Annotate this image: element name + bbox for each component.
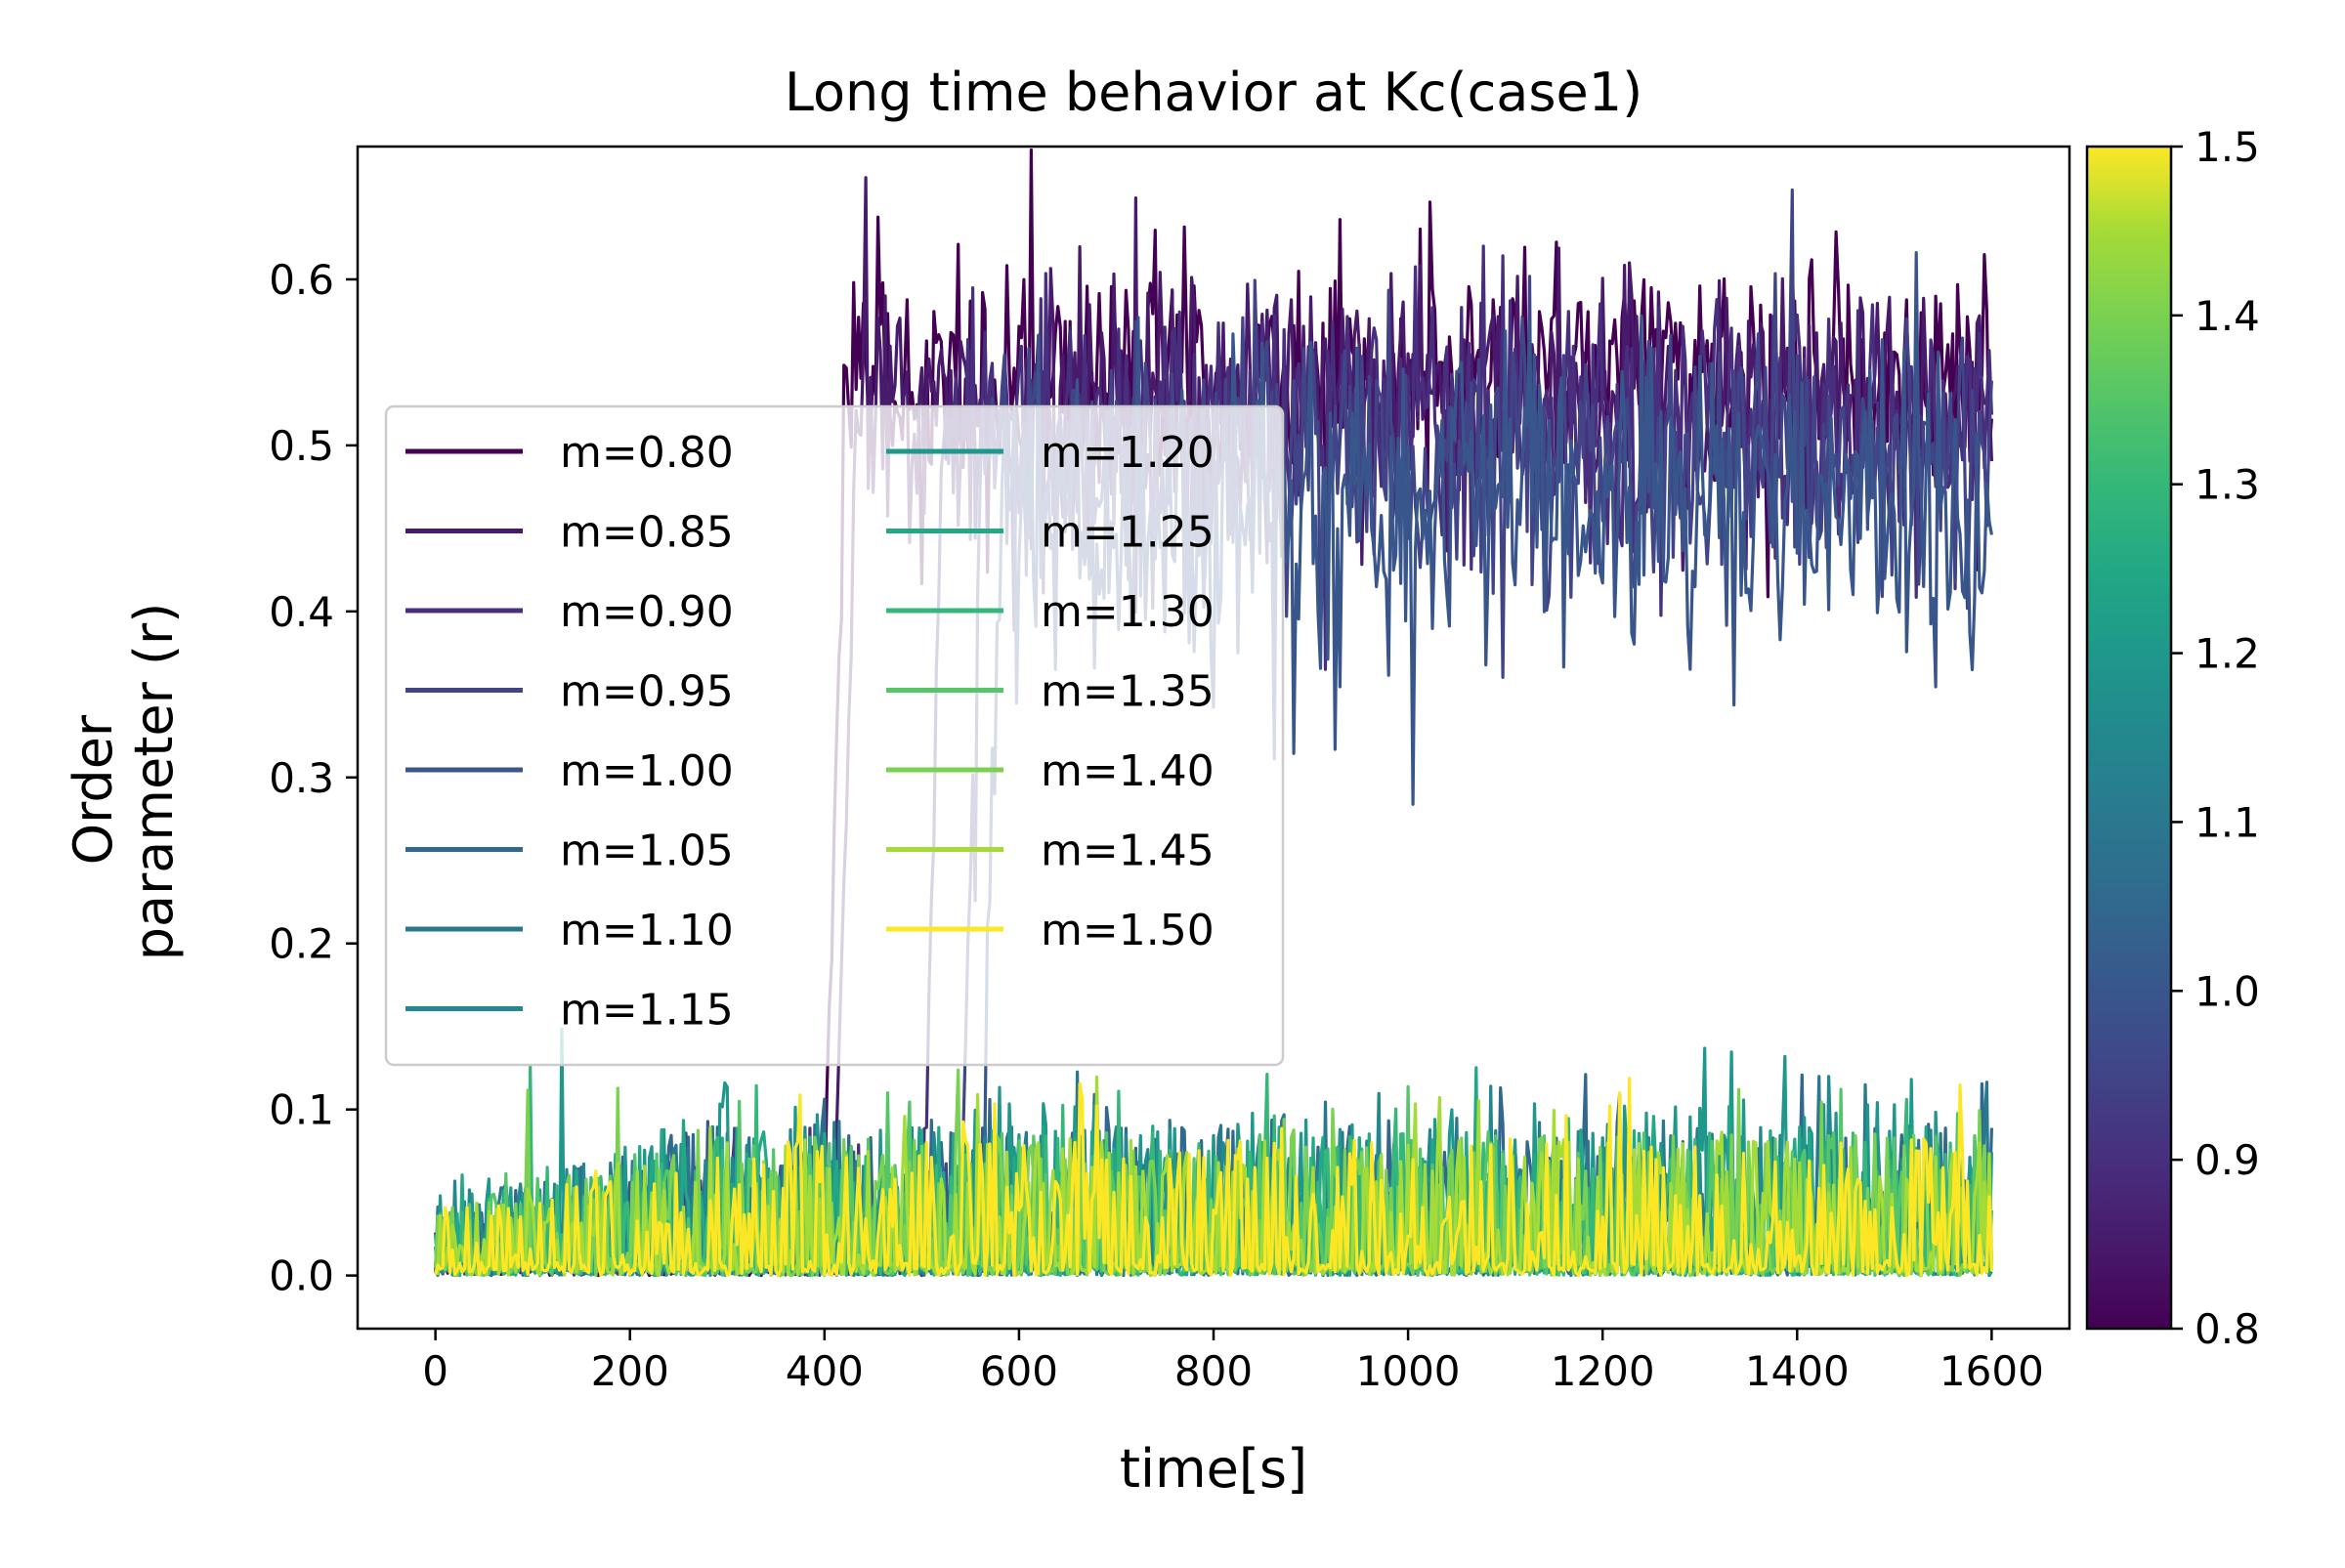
legend-entry-label: m=1.40 [1041,746,1215,796]
legend-entry-label: m=1.05 [560,826,734,876]
x-tick-label: 1200 [1551,1347,1655,1395]
y-tick-label: 0.2 [269,920,334,968]
colorbar-tick-label: 1.4 [2195,292,2260,340]
legend-entry-label: m=1.15 [560,986,734,1036]
y-axis: 0.0 0.1 0.2 0.3 0.4 0.5 0.6 [269,256,358,1300]
colorbar-tick-label: 1.2 [2195,630,2260,678]
x-tick-label: 1400 [1745,1347,1850,1395]
y-tick-label: 0.1 [269,1086,334,1134]
y-axis-label: Order parameter (r) [63,603,185,961]
y-tick-label: 0.3 [269,754,334,802]
colorbar-tick-label: 1.0 [2195,967,2260,1015]
legend-entry-label: m=1.50 [1041,906,1215,955]
x-tick-label: 1600 [1940,1347,2044,1395]
x-tick-label: 400 [786,1347,864,1395]
x-axis: 0 200 400 600 800 1000 1200 1400 1600 [422,1329,2044,1395]
legend-entry-label: m=1.25 [1041,508,1215,558]
colorbar-tick-label: 1.3 [2195,461,2260,509]
colorbar-tick-label: 0.9 [2195,1136,2260,1184]
y-tick-label: 0.4 [269,588,334,636]
legend-box [384,404,1285,1067]
y-axis-label-line-1: Order [63,714,124,865]
x-tick-label: 600 [980,1347,1058,1395]
legend-entry-label: m=0.85 [560,508,734,558]
chart-title: Long time behavior at Kc(case1) [785,62,1642,123]
legend-entry-label: m=1.20 [1041,428,1215,478]
legend-entry-label: m=1.00 [560,746,734,796]
legend-entry-label: m=1.10 [560,906,734,955]
legend-entry-label: m=1.45 [1041,826,1215,876]
series-line-m-1-50 [434,1077,1993,1278]
y-tick-label: 0.0 [269,1252,334,1300]
legend-entry-label: m=1.35 [1041,667,1215,717]
y-tick-label: 0.5 [269,422,334,470]
y-tick-label: 0.6 [269,256,334,304]
legend-entry-label: m=0.95 [560,667,734,717]
legend: m=0.80 m=0.85 m=0.90 m=0.95 m=1.00 m=1.05 m=1.… [384,404,1285,1067]
x-tick-label: 200 [591,1347,669,1395]
colorbar-gradient [2085,145,2173,1331]
legend-entry-label: m=1.30 [1041,587,1215,637]
x-axis-label: time[s] [1120,1438,1307,1500]
x-tick-label: 800 [1174,1347,1253,1395]
colorbar-tick-label: 1.1 [2195,798,2260,846]
x-tick-label: 0 [422,1347,448,1395]
y-axis-label-line-2: parameter (r) [123,603,185,961]
x-tick-label: 1000 [1356,1347,1461,1395]
colorbar: 0.8 0.9 1.0 1.1 1.2 1.3 1.4 1.5 [2085,123,2260,1353]
colorbar-tick-label: 1.5 [2195,123,2260,171]
colorbar-tick-label: 0.8 [2195,1305,2260,1353]
legend-entry-label: m=0.90 [560,587,734,637]
legend-entry-label: m=0.80 [560,428,734,478]
